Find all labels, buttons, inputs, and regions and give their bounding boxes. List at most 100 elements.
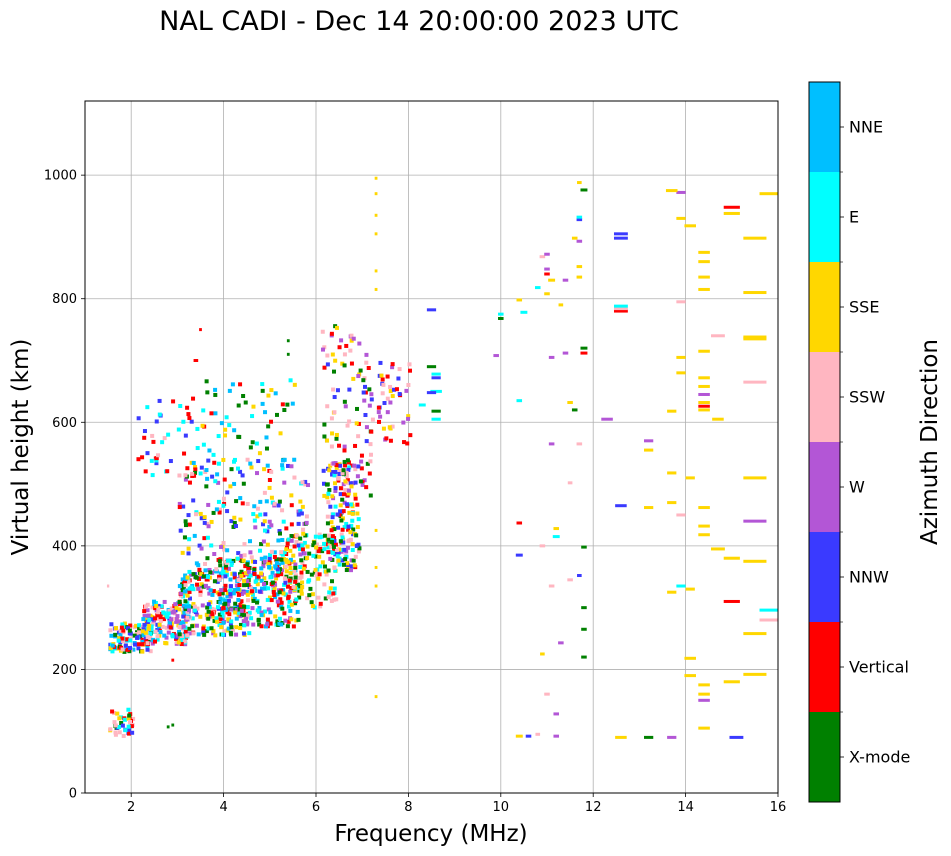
echo-point <box>263 609 268 614</box>
echo-point <box>311 543 316 548</box>
echo-segment <box>516 399 523 403</box>
echo-point <box>306 483 311 488</box>
echo-segment <box>723 680 740 684</box>
echo-point <box>236 466 241 471</box>
echo-point <box>318 604 323 609</box>
echo-point <box>120 622 125 627</box>
echo-segment <box>644 448 654 452</box>
echo-point <box>158 615 163 620</box>
echo-point <box>207 591 212 596</box>
echo-point <box>206 616 211 621</box>
echo-point <box>322 365 327 370</box>
echo-point <box>267 477 272 482</box>
echo-point <box>154 604 159 609</box>
echo-point <box>296 543 301 548</box>
echo-segment <box>567 578 573 582</box>
echo-point <box>369 392 374 397</box>
echo-point <box>252 504 257 509</box>
echo-point <box>299 591 304 596</box>
echo-point <box>332 473 337 478</box>
echo-point <box>345 561 350 566</box>
echo-point <box>187 608 192 613</box>
echo-point <box>327 590 332 595</box>
echo-point <box>268 621 273 626</box>
echo-point <box>277 499 282 504</box>
y-tick-label: 200 <box>52 663 77 678</box>
echo-point <box>168 459 173 464</box>
echo-point <box>272 550 277 555</box>
echo-segment <box>743 291 767 295</box>
echo-point <box>250 414 255 419</box>
echo-point <box>351 336 356 341</box>
echo-segment <box>711 547 725 551</box>
echo-point <box>137 630 142 635</box>
echo-point <box>164 641 169 646</box>
echo-point <box>243 571 248 576</box>
echo-point <box>356 464 361 469</box>
echo-point <box>331 387 336 392</box>
echo-point <box>272 501 277 506</box>
echo-point <box>354 421 359 426</box>
echo-point <box>307 593 312 598</box>
echo-point <box>353 467 358 472</box>
echo-point <box>304 514 309 519</box>
echo-point <box>256 574 261 579</box>
echo-point <box>158 630 163 635</box>
echo-point <box>211 589 216 594</box>
data-layer <box>106 176 778 739</box>
echo-point <box>333 542 338 547</box>
echo-point <box>269 469 274 474</box>
echo-point <box>204 577 209 582</box>
echo-point <box>258 499 263 504</box>
echo-point <box>176 640 181 645</box>
echo-point <box>201 630 206 635</box>
echo-point <box>339 518 344 523</box>
echo-point <box>142 609 147 614</box>
echo-point <box>271 590 276 595</box>
echo-point <box>155 613 160 618</box>
echo-point <box>274 561 279 566</box>
echo-point <box>147 626 152 631</box>
echo-point <box>349 463 354 468</box>
echo-point <box>337 345 342 350</box>
echo-point <box>183 477 188 482</box>
echo-point <box>212 552 217 557</box>
echo-point <box>140 637 145 642</box>
echo-point <box>280 537 285 542</box>
echo-point <box>356 549 361 554</box>
echo-point <box>286 537 291 542</box>
echo-segment <box>667 471 677 475</box>
echo-point <box>330 536 335 541</box>
echo-point <box>280 560 285 565</box>
echo-point <box>181 504 186 509</box>
echo-point <box>322 434 327 439</box>
echo-point <box>211 510 216 515</box>
echo-point <box>333 488 338 493</box>
echo-point <box>262 490 267 495</box>
echo-segment <box>698 376 710 380</box>
echo-point <box>282 480 287 485</box>
echo-point <box>238 622 243 627</box>
echo-point <box>267 595 272 600</box>
echo-point <box>289 602 294 607</box>
echo-point <box>211 452 216 457</box>
echo-point <box>326 500 331 505</box>
colorbar-swatch-nnw <box>809 532 840 622</box>
echo-point <box>274 557 279 562</box>
echo-segment <box>676 300 686 304</box>
echo-point <box>239 569 244 574</box>
echo-point <box>259 612 264 617</box>
echo-point <box>238 517 243 522</box>
echo-point <box>363 390 368 395</box>
echo-point <box>232 575 237 580</box>
echo-point <box>275 592 280 597</box>
echo-point <box>233 601 238 606</box>
echo-point <box>378 360 383 365</box>
echo-point <box>334 463 339 468</box>
echo-point <box>283 618 288 623</box>
echo-point <box>224 415 229 420</box>
echo-point <box>304 520 309 525</box>
echo-point <box>223 427 228 432</box>
echo-point <box>280 463 285 468</box>
echo-point <box>355 502 360 507</box>
